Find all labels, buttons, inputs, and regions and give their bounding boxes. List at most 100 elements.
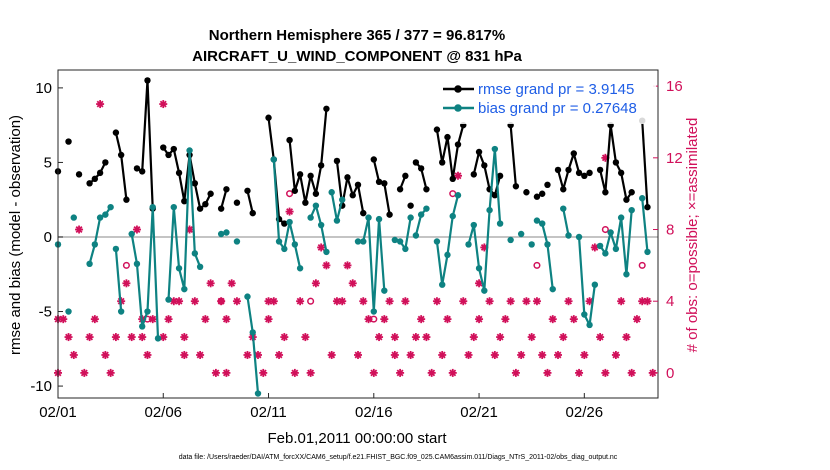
- bias-point: [323, 248, 330, 256]
- axis-ticks: -10 -5 0 5 10 0 4 8 12 16 02/01 02/06 02/11 02/16 02/2…: [30, 69, 683, 421]
- obs-assimilated-marker: [369, 368, 378, 377]
- rmse-point: [223, 186, 230, 193]
- bias-point: [423, 205, 430, 212]
- bias-point: [270, 156, 277, 163]
- obs-marker-stroke: [486, 297, 494, 305]
- bias-point: [407, 214, 414, 221]
- bias-point: [186, 147, 193, 154]
- y-right-tick-label: 4: [666, 293, 674, 310]
- bias-point: [139, 323, 146, 330]
- legend-bias-marker: [454, 104, 462, 112]
- bias-point: [491, 145, 499, 153]
- rmse-point: [123, 196, 130, 203]
- obs-assimilated-marker: [632, 315, 641, 324]
- rmse-point: [512, 183, 520, 190]
- obs-marker-stroke: [291, 369, 299, 377]
- rmse-line-segment: [509, 125, 517, 187]
- obs-marker-stroke: [101, 351, 109, 359]
- rmse-point: [407, 202, 414, 209]
- x-tick-label: 02/21: [460, 404, 498, 421]
- obs-marker-stroke: [107, 369, 115, 377]
- bias-point: [549, 285, 556, 293]
- bias-point: [596, 242, 604, 250]
- obs-assimilated-marker: [527, 333, 536, 342]
- obs-marker-stroke: [133, 226, 141, 233]
- rmse-point: [344, 174, 351, 181]
- obs-assimilated-marker: [222, 368, 231, 377]
- obs-assimilated-marker: [469, 333, 478, 342]
- obs-assimilated-marker: [490, 350, 499, 359]
- rmse-line-segment: [435, 124, 465, 180]
- obs-assimilated-marker: [548, 315, 557, 324]
- obs-marker-stroke: [207, 279, 215, 287]
- obs-assimilated-marker: [475, 315, 484, 324]
- bias-point: [486, 206, 493, 214]
- bias-point: [465, 241, 472, 248]
- obs-assimilated-marker: [580, 350, 589, 359]
- bias-point: [65, 308, 72, 315]
- rmse-point: [181, 198, 188, 205]
- obs-marker-stroke: [417, 315, 425, 323]
- rmse-point: [144, 77, 151, 84]
- bias-point: [628, 206, 635, 214]
- rmse-point: [481, 162, 488, 169]
- obs-marker-stroke: [575, 369, 583, 377]
- obs-assimilated-marker: [311, 279, 320, 288]
- obs-marker-stroke: [596, 333, 604, 341]
- bias-point: [360, 238, 367, 245]
- obs-marker-stroke: [86, 333, 94, 341]
- obs-assimilated-marker: [190, 297, 199, 306]
- obs-possible-marker: [286, 190, 294, 198]
- obs-marker-stroke: [517, 351, 525, 359]
- bias-point: [128, 230, 135, 238]
- rmse-point: [265, 114, 272, 121]
- obs-marker-stroke: [296, 297, 304, 305]
- legend-rmse-marker: [454, 85, 462, 93]
- obs-marker-stroke: [354, 351, 362, 359]
- obs-assimilated-marker: [564, 297, 573, 306]
- bias-point: [175, 265, 183, 272]
- rmse-line-segment: [162, 146, 212, 210]
- bias-point: [91, 241, 99, 248]
- obs-marker-stroke: [344, 261, 351, 269]
- rmse-point: [165, 151, 172, 159]
- obs-marker-stroke: [386, 297, 394, 305]
- obs-marker-stroke: [254, 351, 262, 359]
- obs-marker-stroke: [512, 369, 520, 377]
- rmse-point: [560, 186, 567, 193]
- obs-possible-marker: [122, 261, 130, 269]
- bias-point: [339, 196, 346, 203]
- bias-point: [317, 221, 325, 229]
- obs-marker-stroke: [228, 279, 236, 287]
- y-right-tick-label: 16: [666, 78, 683, 95]
- obs-marker-stroke: [491, 351, 499, 359]
- plot-frame: [57, 69, 659, 399]
- obs-marker-stroke: [349, 279, 357, 287]
- rmse-point: [286, 136, 293, 144]
- obs-assimilated-marker: [411, 333, 420, 342]
- obs-marker-stroke: [138, 333, 146, 341]
- data-file-footnote: data file: /Users/raeder/DAI/ATM_forcXX/…: [179, 454, 618, 461]
- obs-marker-stroke: [265, 297, 272, 305]
- rmse-point: [139, 168, 146, 175]
- obs-assimilated-marker: [280, 333, 289, 342]
- bias-point: [233, 238, 241, 245]
- obs-possible-marker: [217, 297, 225, 305]
- plot-area: [58, 70, 658, 398]
- y-right-tick-label: 12: [666, 150, 683, 167]
- obs-assimilated-marker: [106, 368, 115, 377]
- bias-point: [454, 192, 462, 199]
- y-tick-label: -10: [30, 378, 52, 395]
- rmse-point: [375, 178, 383, 186]
- bias-point: [170, 203, 177, 211]
- obs-assimilated-marker: [175, 297, 184, 306]
- obs-marker-stroke: [180, 333, 188, 341]
- obs-marker-stroke: [159, 100, 167, 108]
- obs-marker-stroke: [180, 351, 188, 359]
- y-axis-label: rmse and bias (model - observation): [7, 115, 24, 355]
- rmse-point: [496, 172, 504, 180]
- rmse-point: [196, 205, 204, 212]
- obs-assimilated-marker: [643, 297, 652, 306]
- bias-point: [639, 195, 646, 202]
- obs-assimilated-marker: [622, 333, 631, 342]
